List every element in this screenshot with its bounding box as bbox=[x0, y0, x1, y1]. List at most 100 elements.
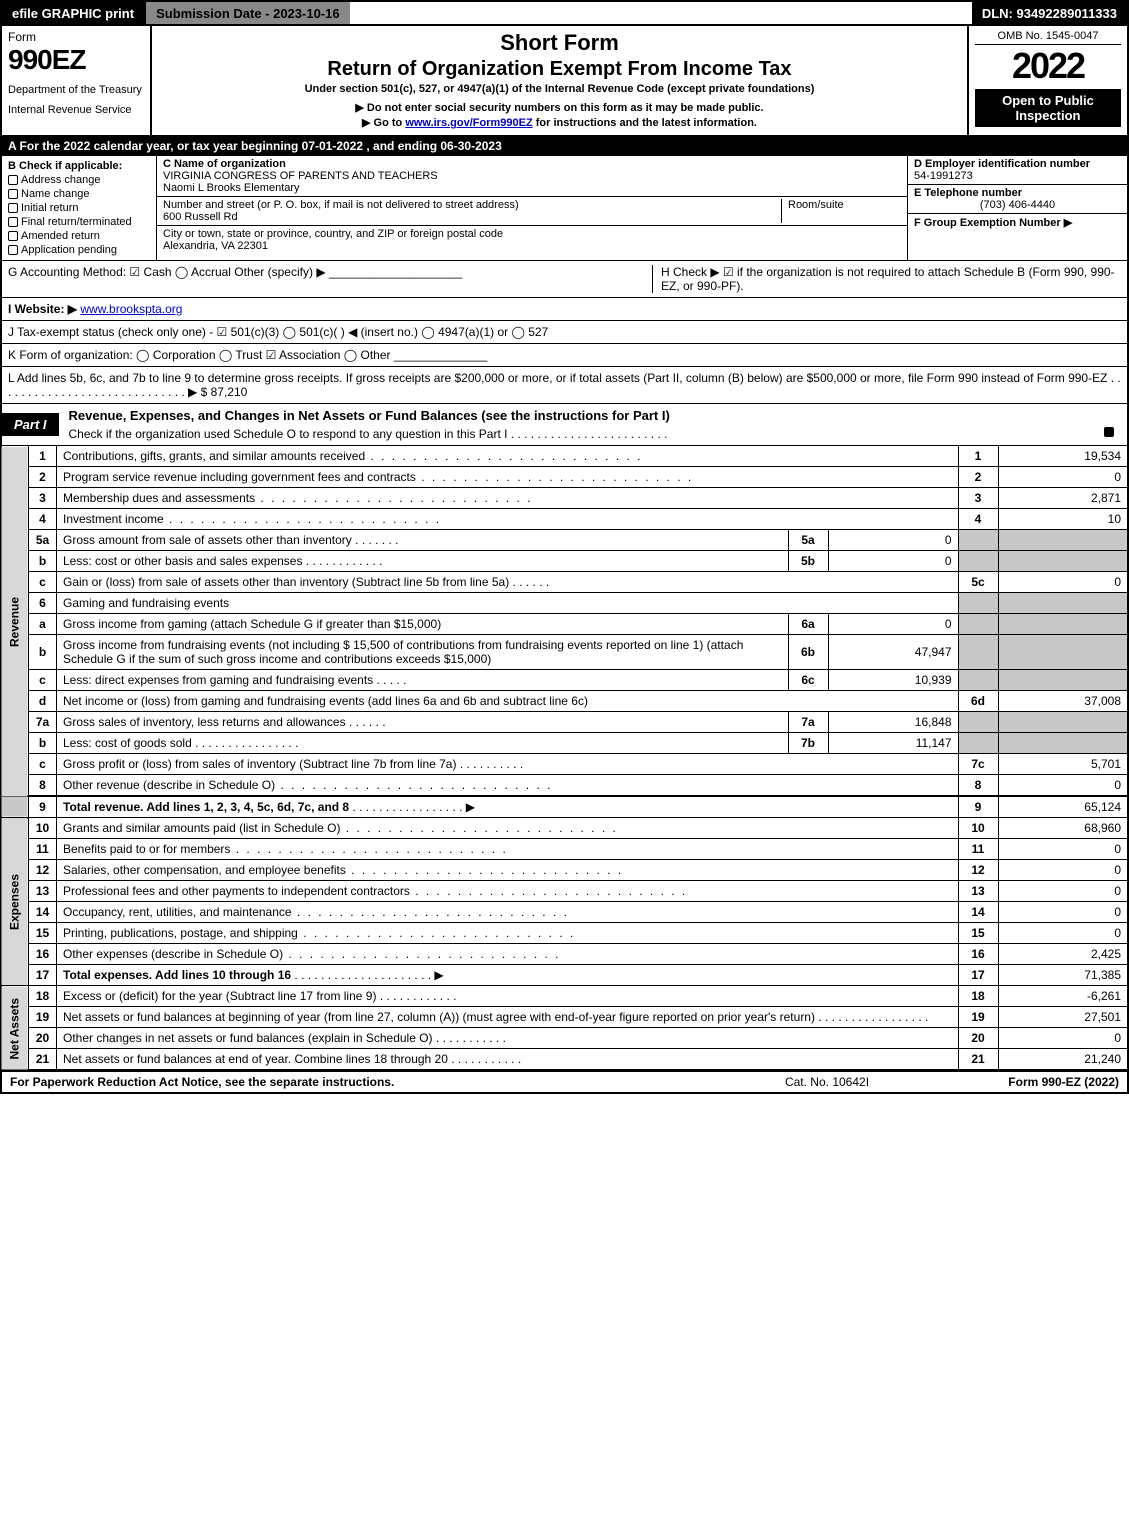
line-4-value: 10 bbox=[998, 509, 1128, 530]
header-right: OMB No. 1545-0047 2022 Open to Public In… bbox=[967, 26, 1127, 135]
line-14-value: 0 bbox=[998, 902, 1128, 923]
column-d: D Employer identification number 54-1991… bbox=[907, 156, 1127, 260]
line-8: 8 Other revenue (describe in Schedule O)… bbox=[1, 775, 1128, 797]
city-block: City or town, state or province, country… bbox=[157, 226, 907, 254]
city-label: City or town, state or province, country… bbox=[163, 228, 901, 240]
chk-amended[interactable]: Amended return bbox=[8, 230, 150, 242]
org-info-block: B Check if applicable: Address change Na… bbox=[0, 156, 1129, 261]
gross-receipts-note: L Add lines 5b, 6c, and 7b to line 9 to … bbox=[0, 367, 1129, 404]
line-5b-value: 0 bbox=[828, 551, 958, 572]
tax-year: 2022 bbox=[975, 45, 1121, 87]
line-5c-value: 0 bbox=[998, 572, 1128, 593]
grp-label: F Group Exemption Number ▶ bbox=[914, 216, 1121, 229]
line-7c-value: 5,701 bbox=[998, 754, 1128, 775]
form-number: 990EZ bbox=[8, 44, 144, 76]
city-value: Alexandria, VA 22301 bbox=[163, 240, 901, 252]
form-of-organization: K Form of organization: ◯ Corporation ◯ … bbox=[0, 344, 1129, 367]
header-mid: Short Form Return of Organization Exempt… bbox=[152, 26, 967, 135]
line-6b-value: 47,947 bbox=[828, 635, 958, 670]
chk-final[interactable]: Final return/terminated bbox=[8, 216, 150, 228]
line-7a: 7a Gross sales of inventory, less return… bbox=[1, 712, 1128, 733]
website-link[interactable]: www.brookspta.org bbox=[80, 302, 182, 316]
line-5a: 5a Gross amount from sale of assets othe… bbox=[1, 530, 1128, 551]
line-5a-value: 0 bbox=[828, 530, 958, 551]
line-5b: b Less: cost or other basis and sales ex… bbox=[1, 551, 1128, 572]
line-11: 11 Benefits paid to or for members 11 0 bbox=[1, 839, 1128, 860]
line-8-value: 0 bbox=[998, 775, 1128, 797]
line-2: 2 Program service revenue including gove… bbox=[1, 467, 1128, 488]
line-3: 3 Membership dues and assessments 3 2,87… bbox=[1, 488, 1128, 509]
chk-address[interactable]: Address change bbox=[8, 174, 150, 186]
form-header: Form 990EZ Department of the Treasury In… bbox=[0, 26, 1129, 137]
grp-block: F Group Exemption Number ▶ bbox=[908, 214, 1127, 231]
irs-label: Internal Revenue Service bbox=[8, 104, 144, 116]
dept-treasury: Department of the Treasury bbox=[8, 84, 144, 96]
col-b-title: B Check if applicable: bbox=[8, 160, 150, 172]
line-1-value: 19,534 bbox=[998, 446, 1128, 467]
revenue-vlabel: Revenue bbox=[1, 446, 29, 796]
addr-label: Number and street (or P. O. box, if mail… bbox=[163, 199, 781, 211]
short-form-title: Short Form bbox=[160, 30, 959, 56]
line-15-value: 0 bbox=[998, 923, 1128, 944]
line-6d-value: 37,008 bbox=[998, 691, 1128, 712]
line-17: 17 Total expenses. Add lines 10 through … bbox=[1, 965, 1128, 986]
return-title: Return of Organization Exempt From Incom… bbox=[160, 58, 959, 81]
line-20-value: 0 bbox=[998, 1028, 1128, 1049]
chk-pending[interactable]: Application pending bbox=[8, 244, 150, 256]
submission-date: Submission Date - 2023-10-16 bbox=[144, 2, 350, 24]
org-name-2: Naomi L Brooks Elementary bbox=[163, 182, 901, 194]
line-2-value: 0 bbox=[998, 467, 1128, 488]
line-9-value: 65,124 bbox=[998, 796, 1128, 818]
line-17-value: 71,385 bbox=[998, 965, 1128, 986]
line-4: 4 Investment income 4 10 bbox=[1, 509, 1128, 530]
cat-no: Cat. No. 10642I bbox=[727, 1072, 927, 1092]
chk-name[interactable]: Name change bbox=[8, 188, 150, 200]
addr-value: 600 Russell Rd bbox=[163, 211, 781, 223]
chk-initial[interactable]: Initial return bbox=[8, 202, 150, 214]
efile-label: efile GRAPHIC print bbox=[2, 2, 144, 24]
open-to-public: Open to Public Inspection bbox=[975, 89, 1121, 127]
part-1-check-text: Check if the organization used Schedule … bbox=[59, 427, 1127, 445]
line-16: 16 Other expenses (describe in Schedule … bbox=[1, 944, 1128, 965]
line-7b-value: 11,147 bbox=[828, 733, 958, 754]
schedule-o-checkbox[interactable] bbox=[1104, 427, 1114, 437]
line-7b: b Less: cost of goods sold . . . . . . .… bbox=[1, 733, 1128, 754]
subtitle-3: ▶ Go to www.irs.gov/Form990EZ for instru… bbox=[160, 116, 959, 129]
line-10-value: 68,960 bbox=[998, 818, 1128, 839]
line-5c: c Gain or (loss) from sale of assets oth… bbox=[1, 572, 1128, 593]
line-6c-value: 10,939 bbox=[828, 670, 958, 691]
line-21-value: 21,240 bbox=[998, 1049, 1128, 1071]
part-1-header: Part I Revenue, Expenses, and Changes in… bbox=[0, 404, 1129, 446]
form-word: Form bbox=[8, 30, 144, 44]
page-footer: For Paperwork Reduction Act Notice, see … bbox=[0, 1071, 1129, 1094]
line-18-value: -6,261 bbox=[998, 986, 1128, 1007]
column-c: C Name of organization VIRGINIA CONGRESS… bbox=[157, 156, 907, 260]
subtitle-1: Under section 501(c), 527, or 4947(a)(1)… bbox=[160, 83, 959, 95]
tel-block: E Telephone number (703) 406-4440 bbox=[908, 185, 1127, 214]
line-9: 9 Total revenue. Add lines 1, 2, 3, 4, 5… bbox=[1, 796, 1128, 818]
line-6a: a Gross income from gaming (attach Sched… bbox=[1, 614, 1128, 635]
part-1-label: Part I bbox=[2, 413, 59, 436]
line-15: 15 Printing, publications, postage, and … bbox=[1, 923, 1128, 944]
paperwork-notice: For Paperwork Reduction Act Notice, see … bbox=[2, 1072, 727, 1092]
line-3-value: 2,871 bbox=[998, 488, 1128, 509]
addr-block: Number and street (or P. O. box, if mail… bbox=[157, 197, 907, 226]
org-name-1: VIRGINIA CONGRESS OF PARENTS AND TEACHER… bbox=[163, 170, 901, 182]
line-6a-value: 0 bbox=[828, 614, 958, 635]
ein-label: D Employer identification number bbox=[914, 158, 1121, 170]
line-6d: d Net income or (loss) from gaming and f… bbox=[1, 691, 1128, 712]
line-6: 6 Gaming and fundraising events bbox=[1, 593, 1128, 614]
website-label: I Website: ▶ bbox=[8, 302, 77, 316]
tax-exempt-status: J Tax-exempt status (check only one) - ☑… bbox=[0, 321, 1129, 344]
row-g-h: G Accounting Method: ☑ Cash ◯ Accrual Ot… bbox=[0, 261, 1129, 298]
line-6c: c Less: direct expenses from gaming and … bbox=[1, 670, 1128, 691]
header-left: Form 990EZ Department of the Treasury In… bbox=[2, 26, 152, 135]
c-name-label: C Name of organization bbox=[163, 158, 901, 170]
tel-label: E Telephone number bbox=[914, 187, 1121, 199]
part-1-title: Revenue, Expenses, and Changes in Net As… bbox=[59, 404, 1127, 427]
omb-number: OMB No. 1545-0047 bbox=[975, 30, 1121, 45]
accounting-method: G Accounting Method: ☑ Cash ◯ Accrual Ot… bbox=[8, 265, 652, 293]
line-12-value: 0 bbox=[998, 860, 1128, 881]
irs-link[interactable]: www.irs.gov/Form990EZ bbox=[405, 117, 532, 129]
ein-block: D Employer identification number 54-1991… bbox=[908, 156, 1127, 185]
